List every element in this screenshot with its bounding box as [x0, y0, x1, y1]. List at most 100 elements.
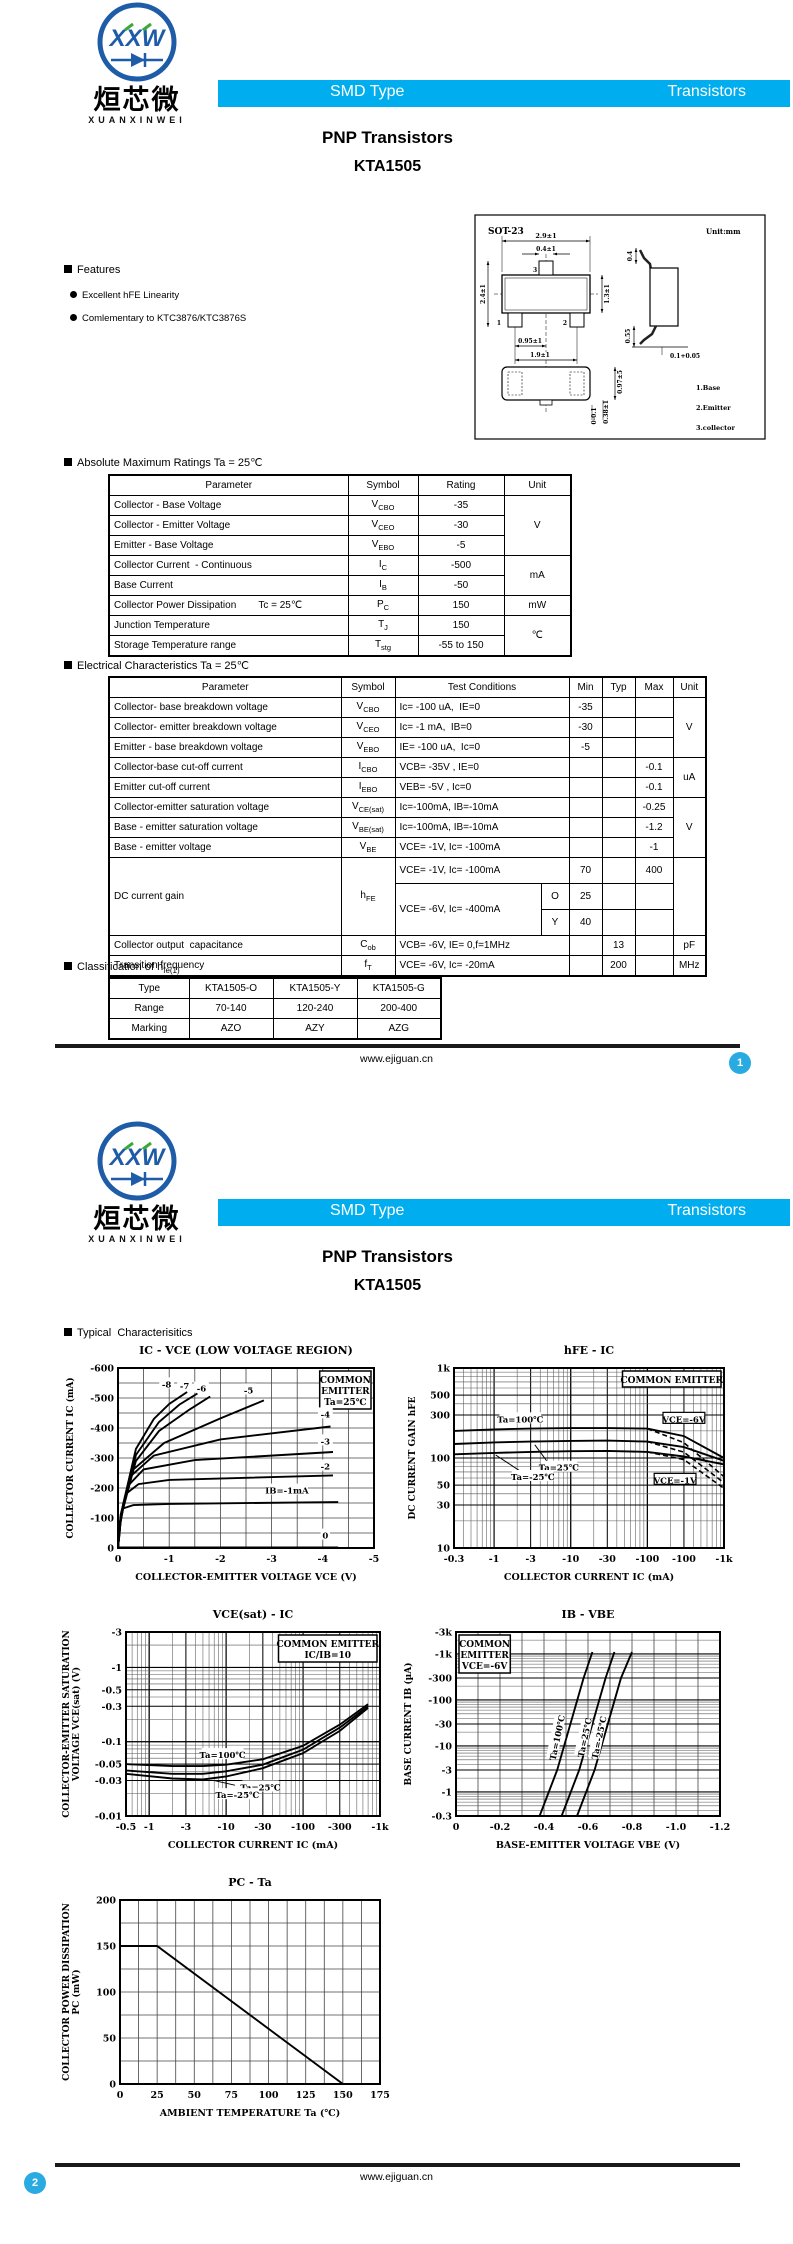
y-axis-label: PC (mW): [71, 1969, 82, 2014]
axis-tick-label: 0: [115, 1554, 122, 1565]
table-cell: Base Current: [108, 575, 349, 596]
table-cell: pF: [672, 935, 707, 956]
table-cell: VCE= -1V, Ic= -100mA: [394, 857, 570, 884]
axis-tick-label: -30: [599, 1554, 617, 1565]
table-cell: O: [540, 883, 570, 910]
table-row: Range 70-140 120-240 200-400: [108, 998, 442, 1019]
infobox-line: EMITTER: [460, 1651, 509, 1661]
table-cell: 25: [568, 883, 603, 910]
chart-curve: [538, 1651, 594, 1817]
table-cell: [568, 797, 603, 818]
table-cell: [672, 857, 707, 936]
table-row: VCE= -6V, Ic= -400mA O 25: [109, 883, 706, 936]
table-cell: [634, 697, 674, 718]
abs-max-table: Parameter Symbol Rating Unit Collector - Bas…: [108, 474, 572, 657]
axis-tick-label: 150: [96, 1942, 116, 1953]
axis-tick-label: -0.3: [444, 1554, 464, 1565]
y-axis-label: DC CURRENT GAIN hFE: [408, 1396, 418, 1519]
axis-tick-label: -0.3: [102, 1702, 122, 1713]
typical-characteristics-heading: Typical Characterisitics: [64, 1327, 193, 1339]
table-cell: ℃: [503, 615, 572, 657]
infobox-line: IC/IB=10: [304, 1651, 351, 1661]
chart-infobox: [458, 1634, 512, 1674]
feature-item: Comlementary to KTC3876/KTC3876S: [70, 313, 246, 324]
table-cell: -0.1: [634, 777, 674, 798]
table-cell: Storage Temperature range: [108, 635, 349, 657]
dim-height: 0.97±5: [617, 370, 624, 394]
axis-tick-label: -0.8: [622, 1822, 643, 1833]
curve-label: -8: [162, 1380, 172, 1390]
infobox-line: COMMON: [320, 1376, 371, 1386]
square-bullet-icon: [64, 962, 72, 970]
axis-tick-label: -10: [435, 1741, 453, 1752]
table-row: Collector - Base Voltage VCBO -35 V: [108, 495, 572, 556]
table-cell: [634, 883, 674, 910]
pin1-number: 1: [497, 320, 501, 327]
table-cell: Min: [568, 676, 603, 698]
page1-header: XXW 烜芯微 XUANXINWEI SMD Type Transistors …: [0, 0, 793, 200]
axis-tick-label: 100: [259, 2090, 279, 2101]
table-cell: VCE= -6V, Ic= -400mA: [394, 883, 542, 936]
table-cell: -50: [417, 575, 505, 596]
table-cell: uA: [672, 757, 707, 798]
axis-tick-label: -3k: [435, 1628, 453, 1639]
axis-tick-label: 0: [117, 2090, 124, 2101]
company-logo: XXW 烜芯微 XUANXINWEI: [54, 1119, 220, 1244]
table-row: Collector output capacitance Cob VCB= -6V,…: [108, 935, 707, 956]
table-cell: AZY: [272, 1018, 358, 1040]
curve-label: -7: [180, 1382, 190, 1392]
axis-tick-label: 25: [151, 2090, 164, 2101]
table-cell: Transition frequency: [108, 955, 342, 977]
table-cell: -35: [568, 697, 603, 718]
axis-tick-label: 150: [333, 2090, 353, 2101]
axis-tick-label: -1: [111, 1663, 122, 1674]
dim-standoff: 0.1+0.05: [670, 353, 700, 360]
table-cell: Symbol: [340, 676, 396, 698]
page2-header: XXW 烜芯微 XUANXINWEI SMD Type Transistors …: [0, 1119, 793, 1319]
table-cell: [601, 737, 636, 758]
table-cell: [601, 757, 636, 778]
table-row: Collector- emitter breakdown voltage VCEO…: [108, 717, 706, 738]
part-number: KTA1505: [353, 158, 422, 175]
table-cell: Collector Current - Continuous: [108, 555, 349, 576]
table-cell: ICBO: [340, 757, 396, 778]
curve-label: -3: [321, 1437, 331, 1447]
feature-item: Excellent hFE Linearity: [70, 290, 179, 301]
features-heading: Features: [64, 264, 120, 276]
table-cell: PC: [347, 595, 419, 616]
dim-pitch: 0.95±1: [518, 338, 542, 345]
table-cell: DC current gain: [108, 857, 342, 936]
axis-tick-label: 50: [437, 1481, 451, 1492]
square-bullet-icon: [64, 661, 72, 669]
dim-body-height: 2.4±1: [480, 284, 487, 304]
axis-tick-label: -500: [90, 1394, 114, 1405]
curve-label: 0: [322, 1532, 328, 1542]
table-cell: VBE(sat): [340, 817, 396, 838]
table-cell: Collector - Emitter Voltage: [108, 515, 349, 536]
axis-tick-label: -1k: [435, 1649, 453, 1660]
table-cell: Cob: [340, 935, 396, 956]
table-row: Collector-emitter saturation voltage VCE(…: [108, 797, 707, 858]
dim-inner-height: 1.3±1: [604, 284, 611, 304]
table-cell: -500: [417, 555, 505, 576]
table-cell: Collector- base breakdown voltage: [108, 697, 342, 718]
table-cell: Collector - Base Voltage: [108, 495, 349, 516]
infobox-line: COMMON EMITTER: [276, 1640, 379, 1650]
axis-tick-label: -30: [254, 1822, 272, 1833]
axis-tick-label: -1: [489, 1554, 500, 1565]
axis-tick-label: -1.0: [666, 1822, 687, 1833]
table-row: Collector- base breakdown voltage VCBO Ic=…: [108, 697, 707, 758]
table-header-row: Parameter Symbol Test Conditions Min Typ Max U…: [108, 676, 707, 698]
table-cell: [601, 857, 636, 884]
chart-curve: [647, 1427, 725, 1478]
table-row: Transition frequency fT VCE= -6V, Ic= -20m…: [108, 955, 707, 977]
table-cell: VCE(sat): [340, 797, 396, 818]
table-cell: -0.1: [634, 757, 674, 778]
table-row: Collector - Emitter Voltage VCEO -30: [108, 515, 571, 536]
infobox-line: Ta=25℃: [324, 1398, 367, 1408]
table-cell: -35: [417, 495, 505, 516]
table-row: Base Current IB -50: [108, 575, 571, 596]
curve-label: Ta=100℃: [200, 1751, 246, 1761]
sot23-package-drawing: SOT-23 Unit:mm 3 1 2 2.9±1 0.4±1 2.4±1 1…: [474, 214, 766, 440]
